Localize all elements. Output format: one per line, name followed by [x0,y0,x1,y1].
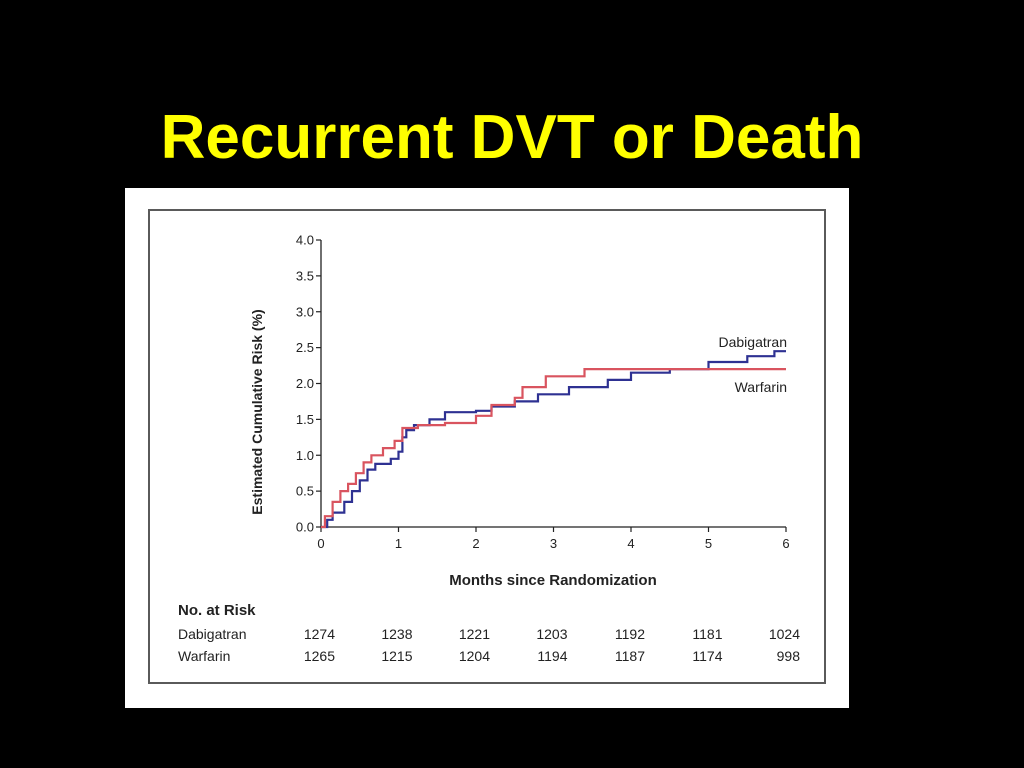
y-tick-label: 0.5 [296,484,314,499]
x-axis-label: Months since Randomization [449,572,657,589]
x-tick-label: 2 [472,536,479,551]
x-tick-label: 3 [550,536,557,551]
figure-frame [148,209,826,684]
y-tick-label: 2.5 [296,340,314,355]
series-line-warfarin [321,368,786,529]
x-tick-label: 0 [317,536,324,551]
x-tick-label: 1 [395,536,402,551]
y-tick-label: 1.0 [296,448,314,463]
slide-title: Recurrent DVT or Death [160,103,864,172]
figure-panel: 0.0 0.5 1.0 1.5 2.0 2.5 3.0 3.5 4.0 0 1 2 3 4 5 6 Estim… [125,188,849,708]
y-tick-label: 0.0 [296,520,314,535]
series-label-dabigatran: Dabigatran [719,334,788,350]
y-tick-label: 1.5 [296,412,314,427]
x-tick-label: 5 [705,536,712,551]
x-tick-label: 6 [782,536,789,551]
y-axis-label: Estimated Cumulative Risk (%) [249,309,265,514]
y-tick-label: 3.5 [296,268,314,283]
kaplan-meier-chart: 0.0 0.5 1.0 1.5 2.0 2.5 3.0 3.5 4.0 0 1 2 3 4 5 6 Estim… [249,233,790,590]
y-tick-label: 2.0 [296,376,314,391]
y-tick-label: 4.0 [296,233,314,248]
x-tick-label: 4 [627,536,634,551]
series-label-warfarin: Warfarin [735,379,787,395]
y-tick-label: 3.0 [296,304,314,319]
series-line-dabigatran [321,350,786,529]
